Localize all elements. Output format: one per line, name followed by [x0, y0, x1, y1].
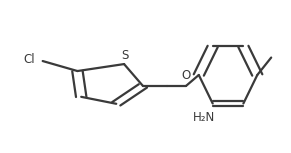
Text: H₂N: H₂N [193, 111, 215, 124]
Text: O: O [182, 69, 191, 82]
Text: S: S [121, 49, 129, 62]
Text: Cl: Cl [24, 53, 36, 66]
